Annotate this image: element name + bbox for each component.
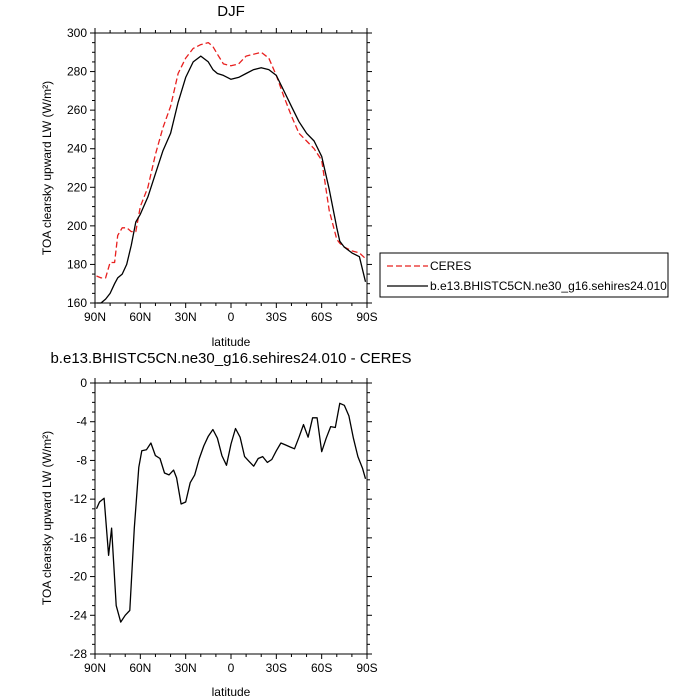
upper-x-tick-label: 90S — [356, 310, 377, 324]
lower-chart-series-lines — [95, 402, 367, 623]
upper-y-tick-label: 280 — [67, 65, 87, 79]
upper-y-tick-label: 220 — [67, 180, 87, 194]
upper-chart: DJF 90N 60N 30N 0 30S 60S 90S 160 180 200 220 240 2… — [40, 3, 669, 349]
upper-chart-title: DJF — [217, 3, 245, 20]
upper-y-tick-label: 240 — [67, 142, 87, 156]
lower-chart-x-tick-labels: 90N 60N 30N 0 30S 60S 90S — [84, 661, 378, 675]
lower-x-tick-label: 30N — [175, 661, 197, 675]
upper-chart-x-tick-labels: 90N 60N 30N 0 30S 60S 90S — [84, 310, 378, 324]
upper-x-tick-label: 30N — [175, 310, 197, 324]
legend: CERES b.e13.BHISTC5CN.ne30_g16.sehires24… — [379, 252, 669, 298]
lower-x-tick-label: 60S — [311, 661, 332, 675]
lower-chart-title: b.e13.BHISTC5CN.ne30_g16.sehires24.010 -… — [50, 350, 411, 367]
lower-x-tick-label: 30S — [266, 661, 287, 675]
upper-y-tick-label: 260 — [67, 103, 87, 117]
upper-x-tick-label: 0 — [228, 310, 235, 324]
lower-y-tick-label: 0 — [80, 376, 87, 390]
lower-chart-x-axis-label: latitude — [212, 685, 251, 699]
lower-chart: b.e13.BHISTC5CN.ne30_g16.sehires24.010 -… — [40, 350, 412, 699]
lower-y-tick-label: -24 — [70, 608, 88, 622]
upper-y-tick-label: 200 — [67, 219, 87, 233]
upper-x-tick-label: 90N — [84, 310, 106, 324]
lower-chart-frame — [94, 382, 368, 655]
lower-chart-y-axis-label: TOA clearsky upward LW (W/m²) — [40, 431, 54, 605]
lower-y-tick-label: -12 — [70, 492, 88, 506]
lower-x-tick-label: 90N — [84, 661, 106, 675]
upper-x-tick-label: 60S — [311, 310, 332, 324]
lower-chart-ticks — [90, 378, 372, 659]
upper-series-line-model — [96, 55, 367, 304]
upper-y-tick-label: 180 — [67, 257, 87, 271]
lower-chart-y-tick-labels: -28 -24 -20 -16 -12 -8 -4 0 — [70, 376, 88, 661]
lower-y-tick-label: -28 — [70, 647, 88, 661]
upper-chart-y-tick-labels: 160 180 200 220 240 260 280 300 — [67, 26, 87, 310]
upper-x-tick-label: 60N — [129, 310, 151, 324]
upper-chart-y-axis-label: TOA clearsky upward LW (W/m²) — [40, 81, 54, 255]
upper-y-tick-label: 160 — [67, 296, 87, 310]
lower-x-tick-label: 60N — [129, 661, 151, 675]
upper-chart-frame — [94, 32, 368, 304]
lower-y-tick-label: -4 — [76, 415, 87, 429]
lower-x-tick-label: 0 — [228, 661, 235, 675]
upper-chart-x-axis-label: latitude — [212, 335, 251, 349]
lower-y-tick-label: -20 — [70, 570, 88, 584]
lower-y-tick-label: -16 — [70, 531, 88, 545]
legend-box — [379, 252, 669, 298]
upper-chart-series-lines — [96, 41, 367, 304]
lower-series-line-model — [95, 402, 367, 623]
lower-y-tick-label: -8 — [76, 453, 87, 467]
lower-x-tick-label: 90S — [356, 661, 377, 675]
legend-label-ceres: CERES — [430, 259, 471, 273]
legend-label-model: b.e13.BHISTC5CN.ne30_g16.sehires24.010 — [430, 279, 667, 293]
upper-x-tick-label: 30S — [266, 310, 287, 324]
upper-y-tick-label: 300 — [67, 26, 87, 40]
upper-chart-ticks — [90, 28, 372, 308]
upper-series-line-ceres — [96, 41, 366, 279]
